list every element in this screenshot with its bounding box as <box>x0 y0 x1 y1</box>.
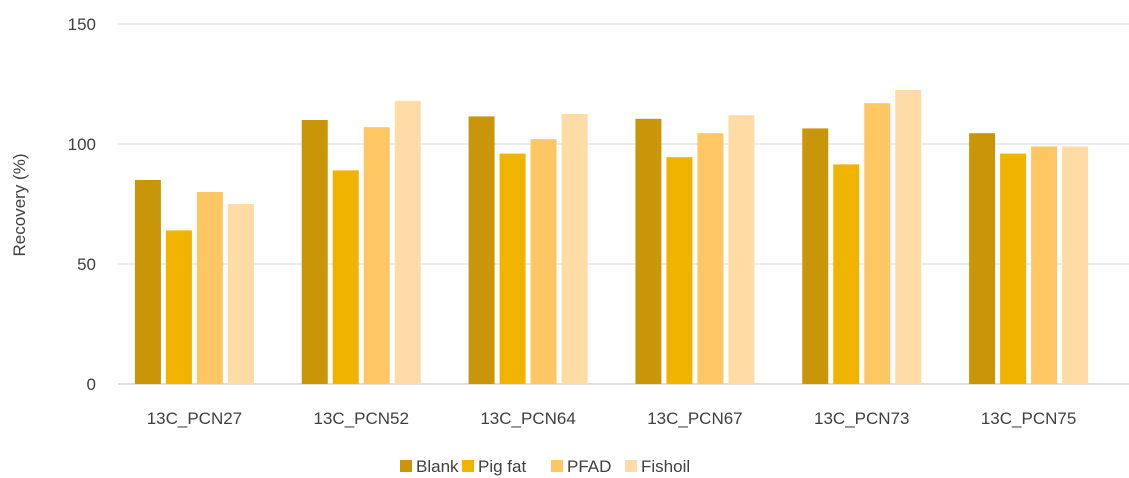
y-axis-title: Recovery (%) <box>10 154 29 257</box>
x-tick-label: 13C_PCN75 <box>981 409 1076 428</box>
bars <box>134 90 1089 385</box>
bar-pfad <box>530 139 557 384</box>
bar-fishoil <box>895 90 922 384</box>
bar-pfad <box>697 133 724 384</box>
x-tick-label: 13C_PCN67 <box>647 409 742 428</box>
bar-blank <box>301 120 328 384</box>
legend-swatch <box>400 460 412 472</box>
y-tick-label: 50 <box>77 255 96 274</box>
y-tick-label: 0 <box>87 375 96 394</box>
bar-pig-fat <box>1000 153 1027 384</box>
bar-fishoil <box>1062 146 1089 384</box>
bar-blank <box>635 118 662 385</box>
bar-fishoil <box>394 100 421 385</box>
legend: Blank Pig fat PFAD Fishoil <box>400 457 690 476</box>
bar-blank <box>134 180 161 384</box>
legend-label: Pig fat <box>478 457 526 476</box>
x-tick-label: 13C_PCN52 <box>314 409 409 428</box>
bar-pig-fat <box>165 230 192 384</box>
bar-pfad <box>363 127 390 384</box>
bar-pig-fat <box>499 153 526 384</box>
y-tick-label: 100 <box>68 135 96 154</box>
x-tick-label: 13C_PCN73 <box>814 409 909 428</box>
legend-swatch <box>462 460 474 472</box>
bar-pfad <box>864 103 891 384</box>
x-tick-label: 13C_PCN64 <box>480 409 575 428</box>
bar-fishoil <box>561 114 588 384</box>
gridlines <box>118 23 1129 385</box>
x-tick-labels: 13C_PCN27 13C_PCN52 13C_PCN64 13C_PCN67 13C_… <box>147 409 1077 428</box>
legend-label: Blank <box>416 457 459 476</box>
legend-label: PFAD <box>567 457 611 476</box>
bar-fishoil <box>728 115 755 384</box>
bar-blank <box>969 133 996 384</box>
bar-pfad <box>1031 146 1058 384</box>
bar-pig-fat <box>833 164 860 384</box>
bar-pfad <box>196 192 223 384</box>
legend-swatch <box>625 460 637 472</box>
y-tick-labels: 0 50 100 150 <box>68 15 96 394</box>
legend-swatch <box>551 460 563 472</box>
x-tick-label: 13C_PCN27 <box>147 409 242 428</box>
bar-blank <box>802 128 829 384</box>
y-tick-label: 150 <box>68 15 96 34</box>
legend-label: Fishoil <box>641 457 690 476</box>
bar-pig-fat <box>332 170 359 384</box>
bar-blank <box>468 116 495 385</box>
bar-pig-fat <box>666 157 693 384</box>
bar-fishoil <box>227 204 254 384</box>
